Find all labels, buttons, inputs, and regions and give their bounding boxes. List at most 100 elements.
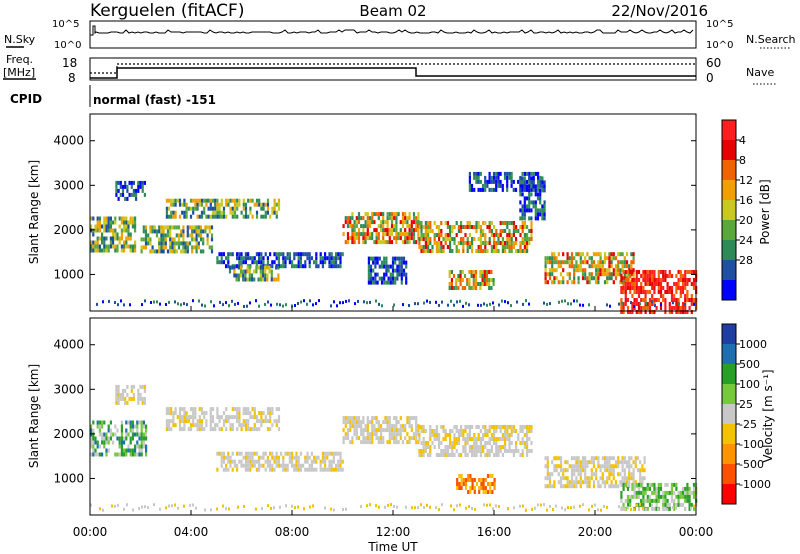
- data-cell: [208, 229, 211, 234]
- data-cell: [522, 504, 524, 508]
- data-cell: [192, 419, 195, 424]
- data-cell: [330, 463, 333, 468]
- data-cell: [653, 270, 656, 274]
- data-cell: [471, 453, 474, 457]
- data-cell: [610, 252, 613, 257]
- data-cell: [165, 407, 168, 412]
- data-cell: [169, 241, 172, 246]
- data-cell: [249, 301, 251, 305]
- data-cell: [564, 468, 567, 473]
- data-cell: [456, 504, 458, 508]
- data-cell: [666, 502, 669, 507]
- data-cell: [491, 474, 494, 478]
- data-cell: [203, 411, 206, 416]
- data-cell: [422, 445, 425, 449]
- data-cell: [599, 476, 602, 481]
- data-cell: [551, 472, 554, 477]
- data-cell: [679, 306, 682, 310]
- data-cell: [219, 300, 221, 304]
- data-cell: [165, 198, 168, 203]
- data-cell: [510, 171, 513, 176]
- data-cell: [624, 286, 627, 290]
- data-cell: [479, 429, 482, 433]
- data-cell: [379, 212, 383, 217]
- data-cell: [360, 424, 363, 429]
- data-cell: [231, 467, 234, 472]
- data-cell: [124, 396, 127, 401]
- data-cell: [203, 427, 206, 432]
- data-cell: [501, 241, 504, 245]
- data-cell: [495, 187, 498, 192]
- data-cell: [218, 427, 221, 432]
- data-cell: [479, 286, 482, 290]
- data-cell: [670, 486, 674, 491]
- data-cell: [328, 463, 331, 468]
- data-cell: [564, 484, 567, 489]
- data-cell: [478, 478, 481, 482]
- data-cell: [101, 432, 104, 437]
- data-cell: [468, 504, 470, 508]
- data-cell: [286, 451, 289, 456]
- data-cell: [178, 423, 182, 428]
- data-cell: [523, 245, 526, 249]
- beam-title: Beam 02: [359, 2, 426, 20]
- data-cell: [171, 504, 173, 508]
- data-cell: [601, 480, 604, 485]
- data-cell: [659, 482, 663, 487]
- data-cell: [624, 498, 627, 503]
- data-cell: [462, 245, 465, 249]
- data-cell: [423, 301, 425, 305]
- data-cell: [519, 504, 521, 508]
- data-cell: [586, 480, 589, 485]
- data-cell: [614, 272, 618, 277]
- data-cell: [303, 299, 305, 303]
- data-cell: [149, 241, 152, 246]
- data-cell: [145, 432, 148, 437]
- data-cell: [480, 303, 482, 307]
- data-cell: [477, 225, 480, 229]
- data-cell: [389, 280, 392, 285]
- data-cell: [606, 468, 609, 473]
- data-cell: [98, 220, 101, 225]
- data-cell: [237, 301, 239, 305]
- data-cell: [258, 202, 261, 207]
- data-cell: [271, 467, 274, 472]
- data-cell: [195, 225, 198, 230]
- data-cell: [657, 270, 660, 274]
- data-cell: [227, 198, 230, 203]
- data-cell: [577, 276, 580, 281]
- data-cell: [319, 463, 322, 468]
- data-cell: [249, 256, 252, 261]
- data-cell: [475, 171, 478, 176]
- data-cell: [376, 272, 379, 277]
- data-cell: [377, 216, 380, 221]
- data-cell: [258, 260, 261, 265]
- data-cell: [495, 229, 498, 233]
- data-cell: [521, 237, 524, 241]
- data-cell: [144, 225, 148, 230]
- data-cell: [134, 424, 137, 429]
- data-cell: [546, 484, 549, 489]
- data-cell: [488, 225, 491, 229]
- data-cell: [521, 249, 524, 253]
- data-cell: [209, 407, 212, 412]
- data-cell: [675, 310, 678, 314]
- data-cell: [451, 453, 454, 457]
- data-cell: [247, 252, 250, 257]
- data-cell: [429, 429, 432, 433]
- data-cell: [127, 244, 130, 249]
- data-cell: [273, 198, 276, 203]
- data-cell: [693, 504, 695, 508]
- data-cell: [105, 248, 108, 253]
- data-cell: [412, 240, 416, 245]
- data-cell: [105, 448, 108, 453]
- data-cell: [203, 206, 206, 211]
- data-cell: [164, 245, 167, 250]
- data-cell: [460, 486, 463, 490]
- data-cell: [523, 241, 526, 245]
- data-cell: [408, 228, 411, 233]
- data-cell: [508, 171, 511, 176]
- data-cell: [570, 484, 574, 489]
- data-cell: [442, 245, 445, 249]
- data-cell: [468, 433, 471, 437]
